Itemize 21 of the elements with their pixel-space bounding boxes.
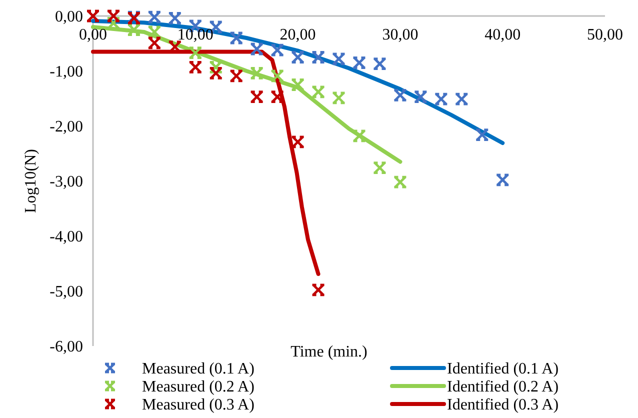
x-tick-label: 40,00 (484, 26, 521, 44)
legend-label: Measured (0.3 A) (142, 396, 254, 414)
x-tick-label: 30,00 (382, 26, 418, 44)
x-tick-label: 20,00 (280, 26, 316, 44)
y-tick-label: -5,00 (50, 284, 83, 301)
y-tick-label: -4,00 (50, 228, 83, 246)
y-tick-label: -3,00 (50, 174, 83, 191)
y-axis-title: Log10(N) (22, 149, 40, 213)
y-tick-label: 0,00 (55, 8, 83, 26)
y-tick-label: -1,00 (50, 64, 83, 81)
legend-label: Identified (0.3 A) (447, 396, 559, 414)
legend-label: Measured (0.1 A) (142, 360, 254, 378)
y-tick-label: -6,00 (50, 338, 83, 356)
x-axis-title: Time (min.) (290, 344, 368, 361)
x-tick-label: 50,00 (587, 26, 623, 44)
legend-label: Identified (0.1 A) (447, 360, 559, 378)
x-tick-label: 10,00 (177, 26, 214, 44)
legend-label: Identified (0.2 A) (447, 378, 559, 396)
legend-label: Measured (0.2 A) (142, 378, 254, 396)
x-tick-label: 0,00 (79, 26, 107, 44)
y-tick-label: -2,00 (50, 118, 83, 136)
